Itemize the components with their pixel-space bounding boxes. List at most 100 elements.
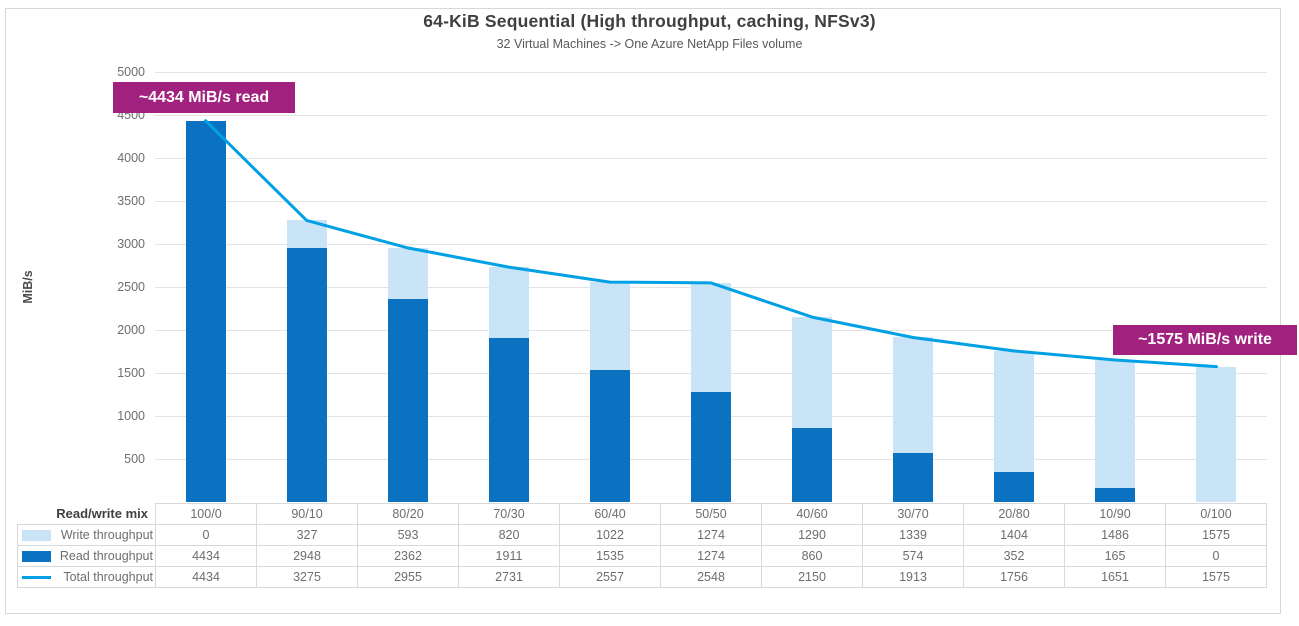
chart-title: 64-KiB Sequential (High throughput, cach…	[423, 11, 876, 31]
write-throughput-bar	[387, 247, 428, 299]
table-row-categories: Read/write mix 100/0 90/10 80/20 70/30 60/40 5…	[18, 503, 1267, 525]
value-cell: 1486	[1064, 524, 1166, 546]
value-cell: 1911	[458, 545, 560, 567]
read-throughput-bar	[994, 471, 1035, 502]
write-throughput-bar	[691, 282, 731, 393]
write-throughput-bar	[893, 337, 934, 453]
read-throughput-bar	[185, 120, 226, 502]
table-row-write-throughput: Write throughput 0 327 593 820 1022 1274 1290 13…	[17, 524, 1267, 546]
read-throughput-bar	[589, 369, 630, 502]
series-label-inner: Write throughput	[22, 528, 153, 542]
value-cell: 2731	[458, 566, 560, 588]
value-cell: 1022	[559, 524, 661, 546]
category-cell: 90/10	[256, 503, 358, 525]
value-cell: 1913	[862, 566, 964, 588]
value-cell: 1339	[862, 524, 964, 546]
categories-row-label: Read/write mix	[56, 506, 148, 522]
value-cell: 0	[155, 524, 257, 546]
read-legend-swatch	[22, 550, 51, 562]
value-cell: 3275	[256, 566, 358, 588]
y-gridline	[155, 72, 1267, 73]
value-cell: 1651	[1064, 566, 1166, 588]
y-axis-tick-label: 2000	[117, 323, 145, 337]
value-cell: 2955	[357, 566, 459, 588]
table-row-total-throughput: Total throughput 4434 3275 2955 2731 2557 2548…	[17, 566, 1267, 588]
read-throughput-bar	[488, 337, 529, 502]
value-cell: 1404	[963, 524, 1065, 546]
y-axis-tick-label: 5000	[117, 65, 145, 79]
series-label-inner: Total throughput	[22, 570, 153, 584]
value-cell: 574	[862, 545, 964, 567]
y-axis-tick-label: 500	[124, 452, 145, 466]
read-throughput-bar	[1095, 487, 1136, 502]
series-name: Write throughput	[60, 528, 153, 542]
category-cell: 40/60	[761, 503, 863, 525]
category-cell: 30/70	[862, 503, 964, 525]
y-axis-tick-label: 4000	[117, 151, 145, 165]
data-table: Read/write mix 100/0 90/10 80/20 70/30 60/40 5…	[17, 503, 1267, 588]
write-throughput-bar	[286, 220, 327, 249]
value-cell: 4434	[155, 545, 257, 567]
y-axis-tick-label: 3000	[117, 237, 145, 251]
series-label-cell: Write throughput	[17, 524, 156, 546]
write-throughput-bar	[488, 267, 529, 338]
category-cell: 0/100	[1165, 503, 1267, 525]
value-cell: 1575	[1165, 524, 1267, 546]
read-throughput-bar	[387, 298, 428, 502]
table-row-read-throughput: Read throughput 4434 2948 2362 1911 1535 1274 8…	[17, 545, 1267, 567]
write-throughput-annotation: ~1575 MiB/s write	[1113, 325, 1297, 355]
read-throughput-bar	[691, 392, 731, 502]
total-legend-swatch	[22, 575, 51, 579]
category-cell: 50/50	[660, 503, 762, 525]
value-cell: 820	[458, 524, 560, 546]
category-cell: 100/0	[155, 503, 257, 525]
value-cell: 2948	[256, 545, 358, 567]
category-cell: 60/40	[559, 503, 661, 525]
value-cell: 1274	[660, 524, 762, 546]
value-cell: 2150	[761, 566, 863, 588]
write-throughput-bar	[1196, 366, 1237, 502]
value-cell: 1756	[963, 566, 1065, 588]
read-throughput-bar	[286, 248, 327, 502]
series-label-inner: Read throughput	[22, 549, 153, 563]
y-axis-tick-label: 1500	[117, 366, 145, 380]
value-cell: 2548	[660, 566, 762, 588]
value-cell: 1535	[559, 545, 661, 567]
y-axis-title: MiB/s	[21, 270, 35, 304]
write-throughput-bar	[792, 317, 833, 429]
series-label-cell: Total throughput	[17, 566, 156, 588]
y-axis-tick-label: 2500	[117, 280, 145, 294]
value-cell: 4434	[155, 566, 257, 588]
category-cell: 80/20	[357, 503, 459, 525]
write-throughput-bar	[994, 350, 1035, 472]
chart-subtitle: 32 Virtual Machines -> One Azure NetApp …	[496, 37, 803, 51]
value-cell: 1274	[660, 545, 762, 567]
value-cell: 1290	[761, 524, 863, 546]
value-cell: 1575	[1165, 566, 1267, 588]
write-throughput-bar	[589, 282, 630, 370]
write-throughput-bar	[1095, 360, 1136, 488]
y-axis-tick-label: 3500	[117, 194, 145, 208]
category-cell: 10/90	[1064, 503, 1166, 525]
series-name: Read throughput	[59, 549, 153, 563]
read-throughput-annotation: ~4434 MiB/s read	[113, 82, 295, 113]
category-cell: 70/30	[458, 503, 560, 525]
write-legend-swatch	[22, 529, 51, 541]
read-throughput-bar	[893, 452, 934, 502]
series-name: Total throughput	[63, 570, 153, 584]
read-throughput-bar	[792, 428, 833, 502]
y-axis-tick-label: 1000	[117, 409, 145, 423]
y-gridline	[155, 115, 1267, 116]
value-cell: 165	[1064, 545, 1166, 567]
value-cell: 860	[761, 545, 863, 567]
value-cell: 2557	[559, 566, 661, 588]
value-cell: 593	[357, 524, 459, 546]
y-gridline	[155, 158, 1267, 159]
value-cell: 352	[963, 545, 1065, 567]
category-cell: 20/80	[963, 503, 1065, 525]
series-label-cell: Read throughput	[17, 545, 156, 567]
value-cell: 327	[256, 524, 358, 546]
value-cell: 0	[1165, 545, 1267, 567]
value-cell: 2362	[357, 545, 459, 567]
